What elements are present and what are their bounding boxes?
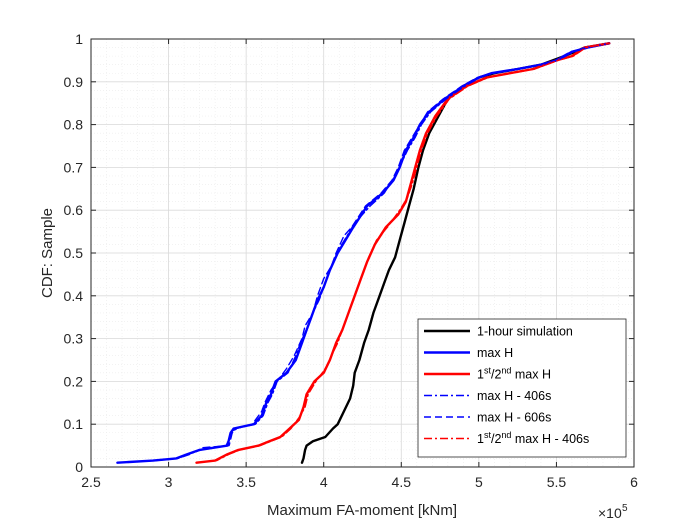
legend-text-part: max H — [511, 368, 551, 382]
series-layer — [116, 42, 611, 464]
legend-text-part: 1 — [477, 368, 484, 382]
x-multiplier: ×10 5 — [598, 503, 628, 521]
x-tick-label: 6 — [630, 474, 638, 490]
x-tick-label: 5.5 — [547, 474, 567, 490]
y-tick-label: 0 — [75, 459, 83, 475]
legend-text-part: max H — [477, 346, 513, 360]
y-tick-label: 0.8 — [64, 117, 84, 133]
legend-label-2: 1st/2nd max H — [477, 366, 551, 382]
legend-text-part: max H - 406s — [477, 389, 551, 403]
y-tick-labels: 0 0.1 0.2 0.3 0.4 0.5 0.6 0.7 0.8 0.9 1 — [64, 31, 84, 475]
legend-superscript: st — [484, 430, 492, 440]
x-tick-labels: 2.5 3 3.5 4 4.5 5 5.5 6 — [81, 474, 638, 490]
y-tick-label: 0.4 — [64, 288, 84, 304]
legend-superscript: st — [484, 366, 492, 376]
legend-text-part: max H - 406s — [511, 432, 589, 446]
legend-text-part: 1 — [477, 432, 484, 446]
y-tick-label: 0.7 — [64, 159, 84, 175]
legend-label-4: max H - 606s — [477, 411, 551, 425]
legend-text-part: /2 — [491, 432, 501, 446]
series-line-3 — [116, 42, 610, 464]
legend-label-3: max H - 406s — [477, 389, 551, 403]
y-tick-label: 0.5 — [64, 245, 84, 261]
minor-grid — [91, 39, 634, 467]
legend-superscript: nd — [501, 430, 511, 440]
x-tick-label: 3.5 — [236, 474, 256, 490]
x-tick-label: 4.5 — [392, 474, 412, 490]
x-multiplier-exponent: 5 — [622, 503, 628, 514]
x-tick-label: 2.5 — [81, 474, 101, 490]
x-tick-label: 4 — [320, 474, 328, 490]
y-tick-label: 0.6 — [64, 202, 84, 218]
legend-text-part: 1-hour simulation — [477, 325, 573, 339]
legend-label-1: max H — [477, 346, 513, 360]
y-tick-label: 0.3 — [64, 331, 84, 347]
y-axis-label: CDF: Sample — [39, 208, 56, 298]
y-tick-label: 0.2 — [64, 373, 84, 389]
x-tick-label: 5 — [475, 474, 483, 490]
y-tick-label: 1 — [75, 31, 83, 47]
legend-label-5: 1st/2nd max H - 406s — [477, 430, 589, 446]
legend-text-part: /2 — [491, 368, 501, 382]
x-multiplier-base: ×10 — [598, 505, 622, 521]
y-tick-label: 0.9 — [64, 74, 84, 90]
x-axis-label: Maximum FA-moment [kNm] — [267, 502, 457, 519]
legend-superscript: nd — [501, 366, 511, 376]
x-tick-label: 3 — [165, 474, 173, 490]
legend-text-part: max H - 606s — [477, 411, 551, 425]
legend-label-0: 1-hour simulation — [477, 325, 573, 339]
axis-ticks — [90, 38, 635, 468]
legend-box — [417, 318, 627, 458]
y-tick-label: 0.1 — [64, 416, 84, 432]
series-line-5 — [195, 42, 610, 464]
